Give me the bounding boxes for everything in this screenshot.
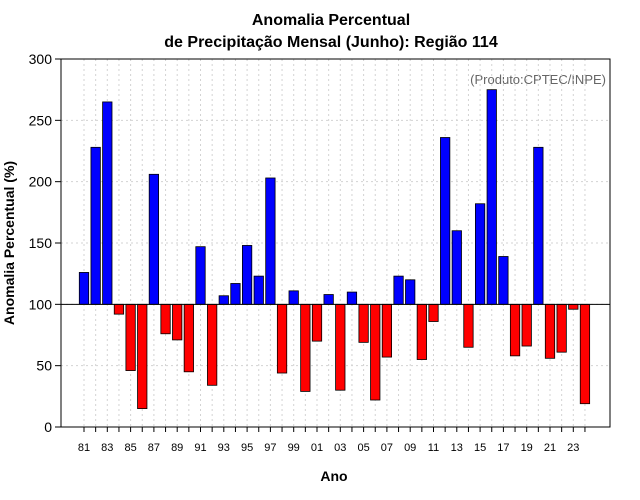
bar xyxy=(416,303,427,360)
bar xyxy=(498,256,509,305)
bar xyxy=(125,303,136,371)
x-tick-label: 07 xyxy=(381,442,393,454)
bar xyxy=(556,303,567,353)
x-axis-label: Ano xyxy=(320,468,347,484)
x-tick-label: 85 xyxy=(124,442,136,454)
x-tick-label: 81 xyxy=(78,442,90,454)
bar xyxy=(579,303,591,405)
bar xyxy=(393,275,404,305)
bar xyxy=(172,303,183,341)
y-tick-label: 250 xyxy=(29,112,53,128)
x-tick-label: 09 xyxy=(404,442,416,454)
y-tick-label: 300 xyxy=(29,51,53,67)
bar xyxy=(276,303,288,374)
x-tick-label: 15 xyxy=(474,442,486,454)
bar xyxy=(311,303,323,342)
x-tick-label: 97 xyxy=(264,442,276,454)
bar xyxy=(148,173,159,305)
y-tick-label: 50 xyxy=(36,358,52,374)
bar xyxy=(102,101,113,305)
y-tick-label: 200 xyxy=(29,174,53,190)
bar xyxy=(405,279,416,305)
bar xyxy=(90,146,101,305)
bar xyxy=(253,275,264,305)
bar xyxy=(568,303,579,310)
x-tick-label: 01 xyxy=(311,442,323,454)
x-tick-label: 21 xyxy=(544,442,556,454)
bar xyxy=(509,303,521,357)
bar xyxy=(288,290,299,305)
x-tick-label: 87 xyxy=(148,442,160,454)
bar xyxy=(78,272,90,305)
bar xyxy=(370,303,381,401)
y-axis-label: Anomalia Percentual (%) xyxy=(1,161,17,325)
bar xyxy=(440,137,451,305)
bar xyxy=(207,303,218,386)
bar xyxy=(474,203,486,305)
chart-title-line1: Anomalia Percentual xyxy=(252,12,410,29)
x-tick-label: 03 xyxy=(334,442,346,454)
y-tick-label: 150 xyxy=(29,235,53,251)
bar xyxy=(521,303,532,347)
y-tick-label: 100 xyxy=(29,296,53,312)
bar xyxy=(451,230,462,305)
bar xyxy=(544,303,556,359)
bar xyxy=(218,295,229,305)
x-tick-label: 83 xyxy=(101,442,113,454)
bar xyxy=(195,246,206,305)
bar xyxy=(113,303,125,315)
bar xyxy=(230,283,241,305)
x-tick-label: 19 xyxy=(521,442,533,454)
x-tick-label: 13 xyxy=(451,442,463,454)
bar xyxy=(335,303,346,391)
x-tick-label: 05 xyxy=(357,442,369,454)
bar xyxy=(241,245,253,305)
bar xyxy=(265,177,276,305)
bar xyxy=(300,303,311,392)
x-tick-label: 91 xyxy=(194,442,206,454)
x-tick-label: 99 xyxy=(288,442,300,454)
x-tick-label: 17 xyxy=(497,442,509,454)
bar xyxy=(533,146,544,305)
bar xyxy=(346,291,358,305)
bar xyxy=(137,303,148,410)
x-tick-label: 95 xyxy=(241,442,253,454)
bar xyxy=(323,294,334,305)
y-tick-label: 0 xyxy=(44,419,52,435)
bar xyxy=(381,303,393,358)
x-tick-label: 23 xyxy=(567,442,579,454)
bar xyxy=(463,303,474,348)
bar xyxy=(160,303,171,335)
bar xyxy=(183,303,194,373)
bar xyxy=(486,89,497,305)
chart-title-line2: de Precipitação Mensal (Junho): Região 1… xyxy=(164,34,498,51)
bar xyxy=(428,303,439,322)
bars xyxy=(78,89,591,410)
x-tick-label: 11 xyxy=(428,442,439,454)
bar xyxy=(358,303,369,343)
x-tick-label: 89 xyxy=(171,442,183,454)
x-tick-label: 93 xyxy=(218,442,230,454)
